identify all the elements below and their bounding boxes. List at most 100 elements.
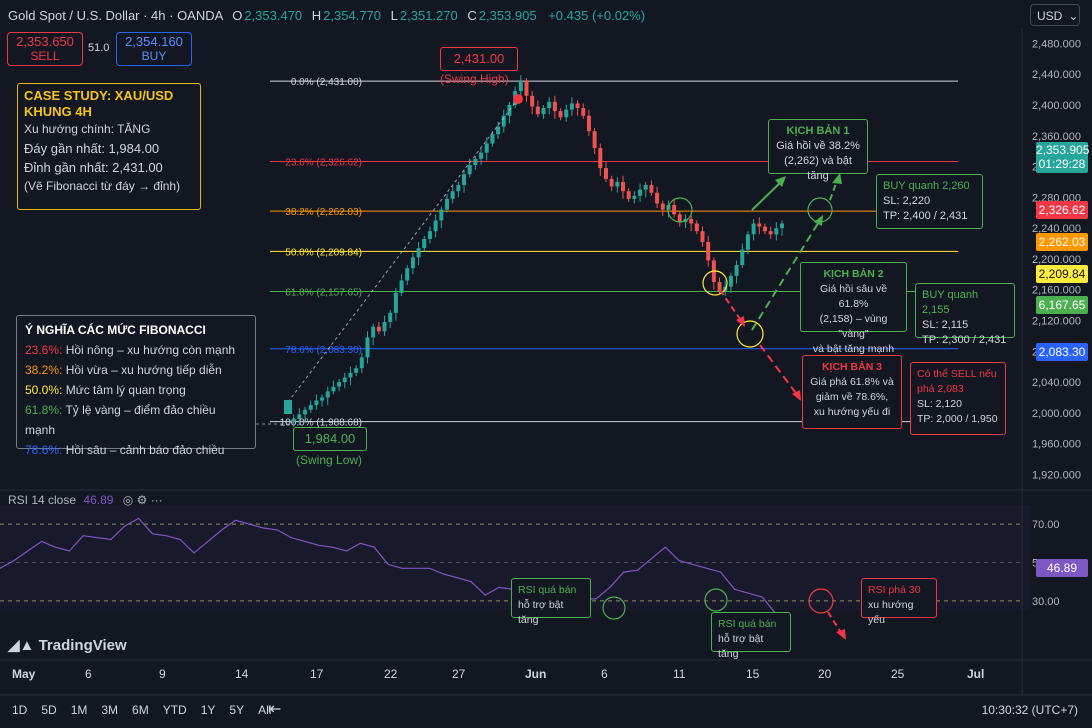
fib-meaning-row: 38.2%: Hồi vừa – xu hướng tiếp diễn [25,360,247,380]
time-axis-label: Jun [525,667,547,681]
range-button-6m[interactable]: 6M [132,703,149,717]
candle-body [535,106,540,115]
time-axis-label: 22 [384,667,398,681]
settings-icon[interactable]: ⚙ [136,493,148,507]
fib-label: 100.0% (1,988.68) [280,418,362,429]
time-axis-label: Jul [967,667,985,681]
candle-body [592,131,597,149]
candle-body [603,168,608,179]
buy1-box: BUY quanh 2,260 SL: 2,220 TP: 2,400 / 2,4… [876,174,983,229]
scenario3-box: KỊCH BẢN 3 Giá phá 61.8% và giảm về 78.6%… [802,355,902,429]
more-icon[interactable]: ··· [150,493,163,507]
buy-button[interactable]: 2,354.160 BUY [116,32,192,66]
range-button-ytd[interactable]: YTD [162,703,187,717]
fib-meaning-level: 61.8%: [25,403,63,417]
candle-body [376,326,381,332]
rsi-line [0,517,790,615]
candle-body [615,181,620,187]
y-tick-label: 2,400.000 [1032,100,1081,112]
candle-body [530,95,535,107]
candle-body [626,191,631,199]
fib-618-tag: 6,167.65 [1036,296,1088,314]
range-button-1y[interactable]: 1Y [200,703,216,717]
candle-body [490,134,495,144]
candle-body [541,108,546,115]
scenario1-arrow [751,179,784,211]
candle-body [632,195,637,199]
candle-body [518,81,523,92]
time-axis-label: 14 [235,667,249,681]
swing-low-label: (Swing Low) [296,453,363,467]
candle-body [393,292,398,313]
y-tick-label: 2,040.000 [1032,377,1081,389]
candle-body [581,108,586,116]
candle-body [677,214,682,222]
current-price-tag: 2,353.905 01:29:28 [1036,142,1090,173]
candle-body [399,280,404,293]
rsi-note-3: RSI phá 30 xu hướng yếu [861,578,937,626]
y-tick-label: 2,360.000 [1032,131,1081,143]
fib-meaning-text: Hồi vừa – xu hướng tiếp diễn [62,363,222,377]
candle-body [717,282,722,292]
y-tick-label: 1,920.000 [1032,469,1081,481]
y-tick-label: 1,960.000 [1032,439,1081,451]
range-button-5d[interactable]: 5D [41,703,57,717]
fib-meaning-text: Hồi nông – xu hướng còn mạnh [62,343,236,357]
y-tick-label: 2,480.000 [1032,38,1081,50]
symbol-header: Gold Spot / U.S. Dollar · 4h · OANDA O 2,… [8,8,646,23]
time-axis[interactable]: May 6 9 14 17 22 27 Jun 6 11 15 20 25 Jul [0,665,1022,685]
candle-body [433,220,438,232]
candle-body [780,223,784,229]
candle-body [643,185,648,190]
candle-body [552,101,557,112]
y-tick-label: 2,200.000 [1032,254,1081,266]
candle-body [314,400,319,406]
time-axis-label: 20 [818,667,832,681]
candle-body [331,386,336,392]
fib-meaning-text: Tỷ lệ vàng – điểm đảo chiều mạnh [25,403,216,437]
case-study-box: CASE STUDY: XAU/USD KHUNG 4H Xu hướng ch… [17,83,201,210]
fib-meaning-row: 78.6%: Hồi sâu – cảnh báo đảo chiều [25,440,247,460]
time-axis-label: 25 [891,667,905,681]
y-tick-label: 2,440.000 [1032,69,1081,81]
rsi-header[interactable]: RSI 14 close 46.89 ◎ ⚙ ··· [8,493,163,507]
candle-body [382,322,387,332]
candle-body [564,109,569,118]
scenario2-circle [702,270,728,296]
candle-body [598,148,603,169]
candle-body [320,397,325,401]
range-button-3m[interactable]: 3M [101,703,119,717]
candle-body [655,192,660,204]
candle-body [751,223,756,235]
sell-button[interactable]: 2,353.650 SELL [7,32,83,66]
range-selector: 1D 5D 1M 3M 6M YTD 1Y 5Y All [12,703,285,717]
candle-body [672,205,677,215]
range-button-all[interactable]: All [258,703,272,717]
currency-selector[interactable]: USD ⌄ [1030,4,1080,26]
candle-body [348,372,353,378]
candle-body [342,377,347,383]
fib-382-tag: 2,262.03 [1036,233,1088,251]
candle-body [660,203,665,210]
symbol-title[interactable]: Gold Spot / U.S. Dollar · 4h · OANDA [8,8,223,23]
date-range-icon[interactable]: ⇤ [268,701,282,718]
candle-body [325,391,330,398]
candle-body [439,209,444,221]
fib-meaning-box: Ý NGHĨA CÁC MỨC FIBONACCI 23.6%: Hồi nôn… [16,315,256,457]
candle-body [689,218,694,224]
candle-body [586,115,591,132]
scenario3-circle [736,320,764,348]
rsi-note-1: RSI quá bán hỗ trợ bật tăng [511,578,591,626]
y-tick-label: 2,000.000 [1032,408,1081,420]
eye-icon[interactable]: ◎ [122,493,134,507]
time-axis-label: May [12,667,36,681]
range-button-5y[interactable]: 5Y [229,703,245,717]
candle-body [524,81,529,96]
candle-body [762,226,767,232]
clock[interactable]: 10:30:32 (UTC+7) [981,703,1078,717]
time-axis-label: 27 [452,667,466,681]
range-button-1d[interactable]: 1D [12,703,28,717]
range-button-1m[interactable]: 1M [70,703,88,717]
candle-body [291,419,296,423]
candle-body [427,231,432,239]
